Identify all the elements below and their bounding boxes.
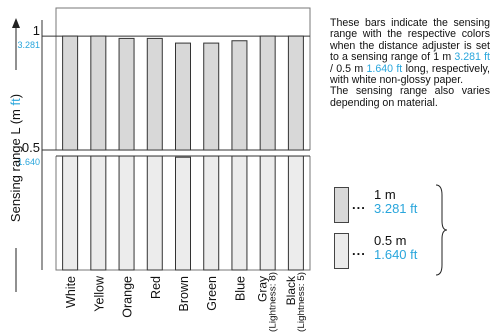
x-tick-label-6: Blue — [233, 276, 247, 301]
y-axis-label-prefix: Sensing range L (m — [8, 105, 23, 222]
legend: ... 1 m 3.281 ft ... 0.5 m 1.640 ft — [334, 183, 484, 333]
bar-1m-2 — [118, 37, 135, 151]
bar-1m-4 — [175, 42, 191, 151]
x-tick-label-3: Red — [149, 276, 163, 299]
note-ft-1: 3.281 ft — [454, 51, 491, 64]
legend-ft-1m: 3.281 ft — [374, 201, 418, 216]
bar-05m-6 — [231, 155, 248, 271]
bar-05m-0 — [62, 155, 79, 271]
legend-swatch-05m — [334, 233, 349, 269]
note-text-1: These bars indicate the sensing range wi… — [330, 17, 490, 64]
legend-dots-1m: ... — [352, 197, 366, 212]
y-axis-arrow-head — [12, 18, 20, 28]
bar-05m-2 — [118, 155, 135, 271]
x-tick-label-8: Black — [284, 275, 298, 305]
note-paragraph-2: The sensing range also varies depending … — [330, 86, 490, 109]
x-tick-label-0: White — [64, 276, 78, 308]
bar-1m-3 — [146, 37, 163, 151]
bar-1m-1 — [90, 35, 107, 151]
note-paragraph-1: These bars indicate the sensing range wi… — [330, 17, 491, 87]
note-text-3: long, respectively, with white non-gloss… — [330, 62, 491, 87]
x-tick-sublabel-8: (Lightness: 5) — [296, 272, 306, 332]
legend-brace — [435, 184, 448, 276]
legend-swatch-1m — [334, 187, 349, 223]
y-tick-label-1: 0.5 — [22, 140, 40, 155]
bar-05m-1 — [90, 155, 107, 271]
x-tick-label-2: Orange — [121, 276, 135, 318]
bar-1m-0 — [62, 35, 79, 151]
bar-1m-5 — [203, 42, 220, 151]
y-tick-ft-0: 3.281 — [17, 40, 40, 50]
bar-1m-7 — [259, 35, 276, 151]
bar-1m-8 — [287, 35, 304, 151]
y-tick-ft-1: 1.640 — [17, 157, 40, 167]
bar-05m-5 — [203, 155, 220, 271]
note-text-2: / 0.5 m — [330, 62, 367, 75]
x-tick-label-7: Gray — [256, 276, 270, 302]
x-tick-label-5: Green — [205, 276, 219, 311]
x-tick-label-4: Brown — [177, 276, 191, 311]
legend-item-05m: ... 0.5 m 1.640 ft — [334, 229, 444, 279]
y-tick-label-0: 1 — [33, 23, 40, 38]
bar-05m-4 — [175, 156, 191, 271]
legend-m-05m: 0.5 m — [374, 233, 407, 248]
bar-05m-3 — [146, 155, 163, 271]
bar-05m-7 — [259, 155, 276, 271]
x-tick-sublabel-7: (Lightness: 8) — [268, 272, 278, 332]
legend-dots-05m: ... — [352, 243, 366, 258]
bar-1m-6 — [231, 40, 248, 151]
y-axis-label-suffix: ) — [8, 94, 23, 98]
note-text-4: The sensing range also varies depending … — [330, 85, 490, 109]
y-axis-label-ft: ft — [8, 98, 23, 106]
legend-item-1m: ... 1 m 3.281 ft — [334, 183, 444, 233]
plot-break — [55, 150, 311, 157]
description-note: These bars indicate the sensing range wi… — [330, 17, 491, 109]
legend-ft-05m: 1.640 ft — [374, 247, 418, 262]
x-tick-label-1: Yellow — [92, 275, 106, 312]
y-axis-label: Sensing range L (m ft) — [8, 94, 23, 222]
bar-05m-8 — [287, 155, 304, 271]
legend-m-1m: 1 m — [374, 187, 396, 202]
note-ft-2: 1.640 ft — [366, 62, 403, 75]
